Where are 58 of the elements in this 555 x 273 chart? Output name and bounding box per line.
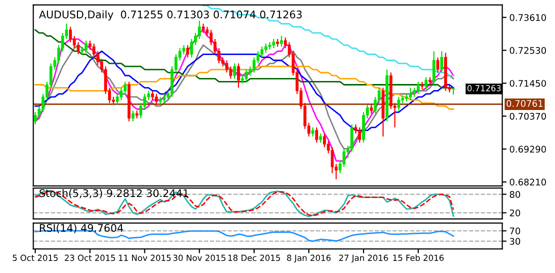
- candlestick: [350, 124, 354, 152]
- candlestick: [132, 110, 134, 122]
- text: AUDUSD,Daily 0.71255 0.71303 0.71074 0.71263: [39, 10, 302, 20]
- candlestick: [202, 23, 205, 34]
- candlestick: [182, 44, 186, 55]
- candlestick: [120, 87, 123, 101]
- y-tick-label: 30: [510, 238, 520, 245]
- x-tick-label: 18 Dec 2015: [228, 254, 280, 261]
- y-tick-label: 0.71450: [510, 80, 546, 87]
- candlestick: [280, 35, 283, 48]
- candlestick: [323, 132, 326, 148]
- candlestick: [436, 56, 440, 74]
- candlestick: [264, 43, 268, 54]
- candlestick: [311, 126, 314, 138]
- candlestick: [272, 38, 276, 49]
- candlestick: [68, 26, 72, 43]
- candlestick: [424, 76, 428, 90]
- x-tick-label: 15 Feb 2016: [393, 254, 444, 261]
- ref-line-label: 0.70761: [506, 100, 543, 107]
- y-tick-label: 0.68210: [510, 178, 546, 186]
- candlestick: [154, 93, 158, 106]
- candlestick: [151, 90, 154, 101]
- candlestick: [88, 40, 92, 50]
- candlestick: [225, 60, 228, 74]
- y-tick-label: 0.70370: [510, 112, 546, 120]
- candlestick: [260, 46, 264, 58]
- candlestick: [252, 56, 256, 74]
- y-tick-label: 0.69290: [510, 146, 546, 153]
- x-tick-label: 11 Nov 2015: [118, 254, 171, 261]
- candlestick: [370, 104, 373, 114]
- candlestick: [315, 126, 318, 144]
- text: 0.71263: [467, 85, 501, 92]
- x-tick-label: 30 Nov 2015: [173, 254, 226, 261]
- candlestick: [440, 50, 444, 74]
- y-tick-label: 20: [510, 210, 520, 216]
- x-tick-label: 27 Jan 2016: [339, 254, 388, 263]
- candlestick: [186, 44, 190, 58]
- candlestick: [268, 42, 272, 50]
- candlestick: [84, 40, 88, 54]
- candlestick: [397, 96, 400, 112]
- candlestick: [432, 50, 436, 86]
- candlestick: [319, 132, 322, 144]
- x-tick-label: 23 Oct 2015: [64, 254, 115, 261]
- candlestick: [237, 62, 240, 88]
- y-tick-label: 0.72530: [510, 47, 546, 54]
- y-tick-label: 0.73610: [510, 14, 546, 21]
- candlestick: [190, 38, 194, 58]
- candlestick: [244, 68, 248, 82]
- y-tick-label: 80: [510, 190, 520, 198]
- candlestick: [342, 148, 346, 168]
- x-tick-label: 5 Oct 2015: [12, 254, 58, 261]
- candlestick: [198, 20, 201, 40]
- candlestick: [408, 87, 412, 101]
- candlestick: [358, 126, 362, 144]
- y-tick-label: 70: [510, 228, 520, 234]
- candlestick: [233, 62, 236, 80]
- x-tick-label: 8 Jan 2016: [287, 254, 331, 263]
- candlestick: [162, 93, 166, 104]
